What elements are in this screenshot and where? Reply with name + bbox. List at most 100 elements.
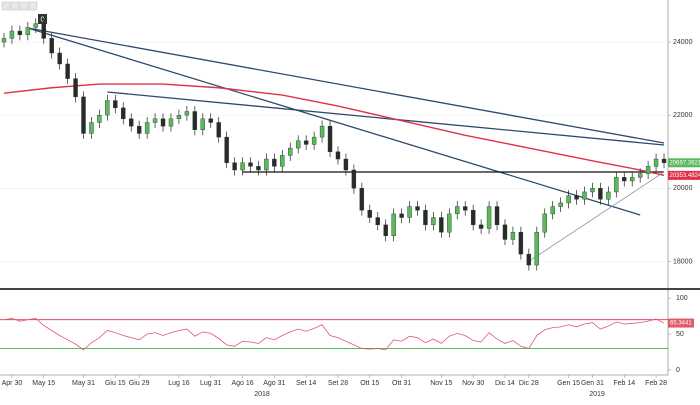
y-tick-label: 22000 [673,112,693,119]
tool-button[interactable] [2,2,10,10]
candle-body [296,141,300,148]
candle-body [74,79,78,97]
candle-body [42,24,46,39]
last-price: 20697.3621 [670,160,700,166]
candle-body [416,207,420,211]
last-price-tag: 20697.3621 [668,158,700,167]
x-tick-label: Feb 14 [613,380,635,387]
candle-body [264,159,268,170]
candle-body [34,24,38,28]
candle-body [431,218,435,225]
candle-body [622,177,626,181]
candle-body [590,188,594,192]
candle-body [559,203,563,207]
candle-body [583,192,587,199]
candle-body [169,119,173,126]
candle-body [598,188,602,199]
candle-body [519,232,523,254]
x-tick-label: Giu 15 [105,380,126,387]
candle-body [455,207,459,214]
candle-body [105,101,109,116]
candle-body [217,122,221,137]
candle-body [646,166,650,173]
year-label: 2018 [254,391,270,398]
candle-body [153,119,157,123]
y-tick-label: 18000 [673,258,693,265]
candle-body [392,214,396,236]
candle-body [638,174,642,178]
candle-body [352,170,356,188]
x-tick-label: Ott 15 [360,380,379,387]
tool-button[interactable] [11,2,19,10]
year-label: 2019 [589,391,605,398]
candle-body [662,159,666,163]
x-tick-label: Lug 31 [200,380,222,387]
candle-body [10,31,14,38]
candle-body [400,214,404,218]
x-tick-label: Dic 14 [495,380,515,387]
candle-body [606,192,610,199]
candle-body [575,196,579,200]
candle-body [567,196,571,203]
x-tick-label: Ago 16 [231,380,253,387]
candle-body [26,27,30,34]
candle-body [193,112,197,130]
x-tick-label: Nov 15 [430,380,452,387]
y-tick-label: 50 [676,331,684,338]
x-tick-label: Giu 29 [129,380,150,387]
candle-body [113,101,117,108]
candle-body [439,218,443,233]
candle-body [2,38,6,42]
candle-body [201,119,205,130]
candle-body [447,214,451,232]
x-tick-label: Nov 30 [462,380,484,387]
y-tick-label: 20000 [673,185,693,192]
x-tick-label: Feb 28 [645,380,667,387]
x-tick-label: Apr 30 [2,380,23,387]
candle-body [368,210,372,217]
candle-body [82,97,86,134]
candle-body [344,159,348,170]
candle-body [233,163,237,170]
candle-body [272,159,276,166]
y-tick-label: 100 [676,295,688,302]
candle-body [121,108,125,119]
candle-body [129,119,133,126]
candle-body [58,53,62,64]
candle-body [145,122,149,133]
candle-body [18,31,22,35]
tool-button[interactable] [20,2,28,10]
candle-body [280,155,284,166]
candle-body [487,207,491,229]
y-tick-label: 24000 [673,39,693,46]
ma-price: 20353.4824 [670,173,700,179]
x-tick-label: May 15 [32,380,55,387]
candle-body [97,115,101,122]
candle-body [66,64,70,79]
candle-body [384,225,388,236]
candle-body [209,119,213,123]
candle-body [225,137,229,163]
ma-price-tag: 20353.4824 [668,171,700,180]
candle-body [161,119,165,126]
candle-body [249,163,253,167]
x-tick-label: Gen 15 [557,380,580,387]
candle-body [256,166,260,170]
candle-body [50,38,54,53]
tool-button[interactable] [29,2,37,10]
candle-body [535,232,539,265]
x-tick-label: May 31 [72,380,95,387]
candle-body [177,115,181,119]
y-tick-label: 0 [676,367,680,374]
candle-body [503,225,507,240]
candle-body [543,214,547,232]
candle-body [288,148,292,155]
candle-body [479,225,483,229]
candle-body [185,112,189,116]
candle-body [654,159,658,166]
x-tick-label: Set 28 [328,380,348,387]
candle-body [511,232,515,239]
candle-body [312,137,316,144]
